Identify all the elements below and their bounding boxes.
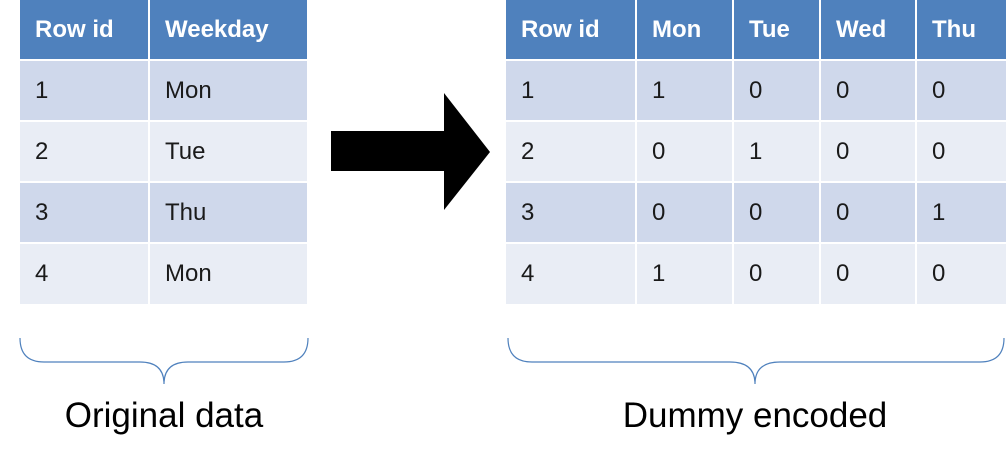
table-row: 3 Thu: [20, 182, 307, 244]
table-row: 4 Mon: [20, 243, 307, 304]
table-cell: Mon: [149, 60, 307, 122]
table-cell: 1: [506, 60, 637, 122]
table-row: 1 1 0 0 0: [506, 60, 1006, 122]
right-arrow-icon: [331, 93, 490, 210]
table-cell: 0: [636, 182, 734, 244]
table-cell: 0: [636, 121, 734, 183]
dummy-encoded-table: Row id Mon Tue Wed Thu 1 1 0 0 0 2 0 1 0…: [506, 0, 1006, 304]
curly-brace-icon: [19, 337, 309, 385]
table-cell: Thu: [149, 182, 307, 244]
column-header: Tue: [733, 0, 821, 61]
table-row: 2 Tue: [20, 121, 307, 183]
table-cell: 0: [916, 60, 1006, 122]
table-cell: 0: [733, 60, 821, 122]
table-row: 3 0 0 0 1: [506, 182, 1006, 244]
curly-brace-icon: [507, 337, 1005, 385]
table-cell: 2: [20, 121, 150, 183]
column-header: Wed: [820, 0, 917, 61]
table-cell: 3: [20, 182, 150, 244]
table-row: 4 1 0 0 0: [506, 243, 1006, 304]
table-row: 2 0 1 0 0: [506, 121, 1006, 183]
table-cell: 1: [733, 121, 821, 183]
table-row: 1 Mon: [20, 60, 307, 122]
original-data-table: Row id Weekday 1 Mon 2 Tue 3 Thu 4 Mon: [20, 0, 307, 304]
table-cell: 2: [506, 121, 637, 183]
table-cell: 1: [636, 243, 734, 304]
table-header-row: Row id Mon Tue Wed Thu: [506, 0, 1006, 61]
table-cell: 0: [916, 121, 1006, 183]
column-header: Row id: [506, 0, 637, 61]
column-header: Thu: [916, 0, 1006, 61]
table-header-row: Row id Weekday: [20, 0, 307, 61]
column-header: Row id: [20, 0, 150, 61]
table-cell: 4: [20, 243, 150, 304]
table-cell: 3: [506, 182, 637, 244]
table-cell: Mon: [149, 243, 307, 304]
table-cell: 4: [506, 243, 637, 304]
table-cell: 1: [916, 182, 1006, 244]
dummy-encoded-caption: Dummy encoded: [622, 396, 888, 435]
original-data-caption: Original data: [64, 396, 264, 435]
table-cell: 0: [820, 121, 917, 183]
table-cell: 0: [733, 182, 821, 244]
table-cell: 0: [916, 243, 1006, 304]
table-cell: 0: [733, 243, 821, 304]
table-cell: 1: [20, 60, 150, 122]
column-header: Weekday: [149, 0, 307, 61]
table-cell: 1: [636, 60, 734, 122]
table-cell: Tue: [149, 121, 307, 183]
table-cell: 0: [820, 60, 917, 122]
table-cell: 0: [820, 182, 917, 244]
column-header: Mon: [636, 0, 734, 61]
table-cell: 0: [820, 243, 917, 304]
